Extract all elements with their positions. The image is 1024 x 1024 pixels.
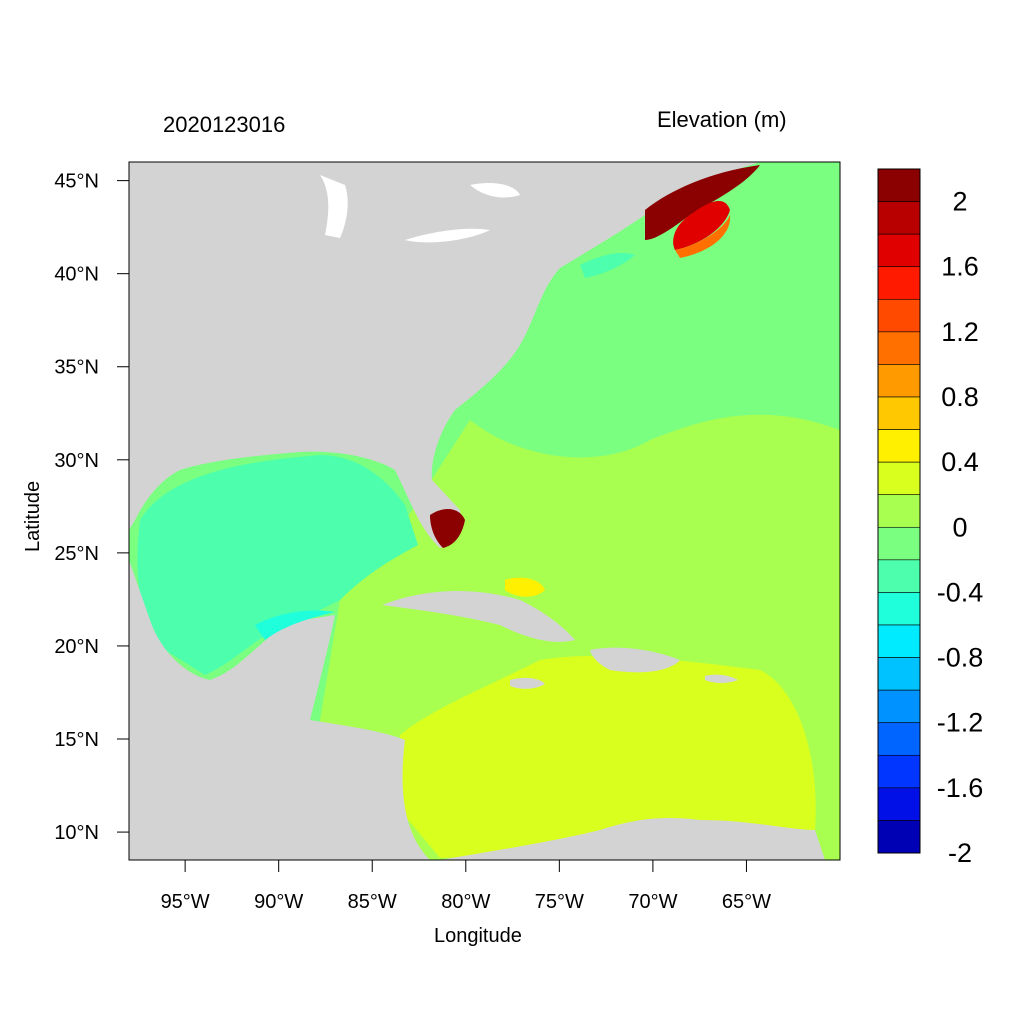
colorbar-segment [877,396,921,430]
x-tick-label: 70°W [628,891,677,913]
x-tick-label: 95°W [161,891,210,913]
land-hispaniola [590,647,680,673]
colorbar-segment [877,266,921,300]
surge-florida [430,508,465,548]
x-tick-label: 80°W [441,891,490,913]
y-tick-label: 40°N [54,264,99,286]
colorbar-segment [877,820,921,854]
y-tick-label: 10°N [54,822,99,844]
colorbar-label: -0.8 [937,643,984,673]
y-tick-label: 45°N [54,171,99,193]
colorbar-label: 0.4 [941,447,979,477]
x-tick-label: 85°W [348,891,397,913]
colorbar-segment [877,461,921,496]
colorbar-segment [877,559,921,593]
colorbar-segment [877,331,921,365]
land-south-america [440,818,825,860]
colorbar-label: -2 [948,838,972,868]
land-cuba [382,590,575,642]
colorbar-label: -1.2 [937,708,984,738]
land-puerto-rico [705,674,738,683]
y-tick-label: 15°N [54,729,99,751]
great-lakes [320,175,520,243]
colorbar-segment [877,233,921,268]
x-tick-label: 65°W [722,891,771,913]
colorbar-label: 0 [952,512,967,542]
colorbar-label: 0.8 [941,382,979,412]
x-tick-label: 75°W [535,891,584,913]
colorbar-label: 1.2 [941,317,979,347]
yucatan-cyan [255,610,335,640]
bahamas-highlight [505,577,545,597]
colorbar-segment [877,624,921,658]
x-axis-label: Longitude [434,925,522,947]
colorbar-label: 1.6 [941,252,979,282]
colorbar-segment [877,592,921,626]
land-north-america [129,162,760,548]
land-central-america [129,560,430,860]
plot-frame [128,161,841,861]
surge-ring-2 [675,215,731,258]
colorbar-segment [877,657,921,691]
y-tick-label: 35°N [54,357,99,379]
x-axis: 95°W 90°W 85°W 80°W 75°W 70°W 65°W [161,860,771,913]
colorbar-segment [877,754,921,789]
surge-northeast [645,165,760,240]
colorbar-label: -1.6 [937,773,984,803]
colorbar-segment [877,168,921,202]
land-jamaica [510,677,545,689]
y-axis: 45°N 40°N 35°N 30°N 25°N 20°N 15°N 10°N [54,171,129,844]
x-tick-label: 90°W [254,891,303,913]
colorbar-segment [877,298,921,333]
y-tick-label: 20°N [54,636,99,658]
colorbar-segment [877,689,921,724]
colorbar-segment [877,494,921,528]
colorbar-segment [877,429,921,463]
colorbar-label: -0.4 [937,577,984,607]
colorbar-segment [877,787,921,821]
ocean-band-02-04 [400,655,816,858]
colorbar-label: 2 [952,187,967,217]
y-tick-label: 30°N [54,450,99,472]
colorbar-segment [877,364,921,398]
gulf-band [137,455,418,675]
colorbar-segment [877,201,921,235]
colorbar: 2 1.6 1.2 0.8 0.4 0 -0.4 -0.8 -1.2 -1.6 -2 [877,168,984,868]
y-tick-label: 25°N [54,543,99,565]
variable-label: Elevation (m) [657,107,787,132]
date-label: 2020123016 [163,112,286,137]
colorbar-segment [877,526,921,561]
colorbar-segment [877,722,921,756]
atlantic-coastal-band [580,253,635,278]
surge-ring-1 [673,200,730,250]
colorbar-frame [877,168,921,854]
map-panel [129,162,840,860]
